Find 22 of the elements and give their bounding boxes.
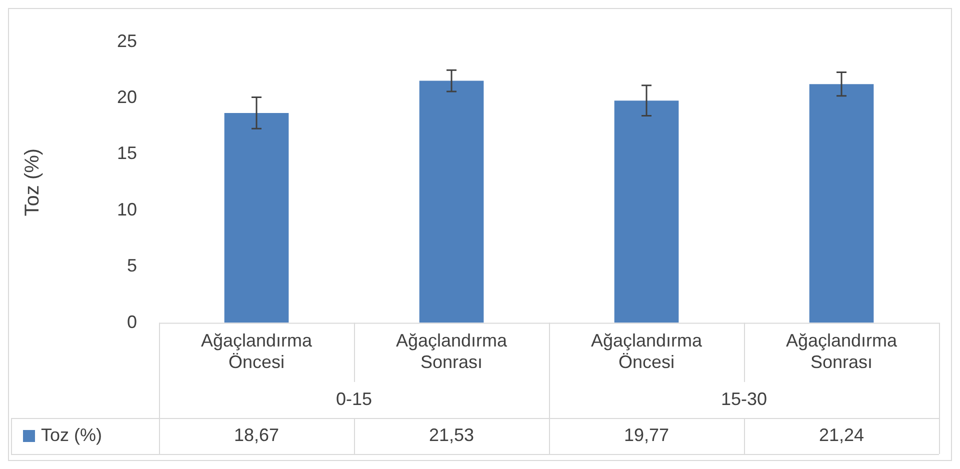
data-label: 21,24 bbox=[818, 424, 864, 445]
y-tick-label: 20 bbox=[116, 86, 138, 107]
data-label: 18,67 bbox=[234, 424, 280, 445]
y-tick-label: 25 bbox=[116, 30, 138, 51]
legend-label: Toz (%) bbox=[41, 424, 102, 445]
bar bbox=[614, 100, 679, 323]
y-tick-label: 5 bbox=[127, 256, 138, 276]
y-axis-title: Toz (%) bbox=[22, 148, 44, 216]
y-tick-label: 0 bbox=[127, 312, 138, 332]
bar bbox=[224, 112, 289, 323]
text: 0-15 bbox=[336, 388, 372, 409]
data-label: 19,77 bbox=[624, 424, 670, 445]
x-tick-label: Ağaçlandırma Sonrası bbox=[786, 330, 898, 372]
y-tick-label: 10 bbox=[116, 199, 138, 220]
data-label: 21,53 bbox=[428, 424, 474, 445]
bar bbox=[809, 84, 874, 323]
y-tick-label: 15 bbox=[116, 143, 138, 164]
x-tick-label: Ağaçlandırma Sonrası bbox=[396, 330, 508, 372]
x-tick-label: Ağaçlandırma Öncesi bbox=[590, 330, 704, 372]
x-tick-label: Ağaçlandırma Öncesi bbox=[200, 330, 314, 372]
bar bbox=[419, 80, 484, 323]
text: 15-30 bbox=[720, 388, 768, 409]
